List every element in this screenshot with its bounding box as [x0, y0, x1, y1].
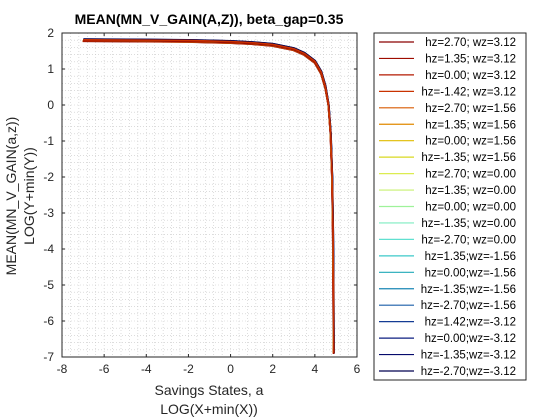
y-tick-label: -4 [43, 242, 54, 256]
plot-box [61, 32, 358, 358]
y-ticks: -7 -6 -5 -4 -3 -2 -1 0 1 2 [43, 26, 357, 364]
legend-entry: hz=1.35; wz=1.56 [425, 119, 516, 131]
x-tick-label: 2 [269, 362, 276, 376]
y-tick-label: 1 [47, 62, 54, 76]
x-tick-label: -8 [57, 362, 68, 376]
legend-entry: hz=1.35; wz=0.00 [425, 185, 516, 197]
legend-entry: hz=-1.35;wz=-1.56 [421, 284, 516, 296]
x-tick-label: 6 [354, 362, 361, 376]
legend-entry: hz=0.00;wz=-3.12 [425, 333, 516, 345]
legend-entry: hz=0.00; wz=0.00 [425, 202, 516, 214]
x-ticks: -8 -6 -4 -2 0 2 4 6 [57, 33, 361, 376]
legend: hz=2.70; wz=3.12 hz=1.35; wz=3.12 hz=0.00;… [373, 32, 527, 381]
legend-entry: hz=2.70; wz=1.56 [425, 103, 516, 115]
chart-title: MEAN(MN_V_GAIN(A,Z)), beta_gap=0.35 [75, 11, 344, 27]
legend-entry: hz=-2.70;wz=-1.56 [421, 300, 516, 312]
data-series [82, 38, 335, 354]
legend-entry: hz=-1.35;wz=-3.12 [421, 350, 516, 362]
y-tick-label: -6 [43, 314, 54, 328]
y-tick-label: -1 [43, 134, 54, 148]
legend-entry: hz=0.00; wz=1.56 [425, 136, 516, 148]
legend-entry: hz=-1.35; wz=0.00 [421, 218, 516, 230]
legend-entry: hz=-1.42; wz=3.12 [421, 86, 516, 98]
y-tick-label: -7 [43, 350, 54, 364]
legend-entry: hz=0.00;wz=-1.56 [425, 267, 516, 279]
y-tick-label: -3 [43, 206, 54, 220]
legend-entry: hz=0.00; wz=3.12 [425, 70, 516, 82]
x-tick-label: 4 [312, 362, 319, 376]
legend-entry: hz=2.70; wz=0.00 [425, 169, 516, 181]
x-tick-label: -6 [99, 362, 110, 376]
plot-area: -8 -6 -4 -2 0 2 4 6 -7 -6 -5 -4 -3 -2 -1 0 1 2 [43, 26, 360, 376]
legend-entry: hz=1.35;wz=-1.56 [425, 251, 516, 263]
x-axis-label-line2: LOG(X+min(X)) [160, 401, 258, 417]
x-tick-label: 0 [227, 362, 234, 376]
plot-background [62, 33, 357, 357]
y-tick-label: -2 [43, 170, 54, 184]
legend-entry: hz=-1.35; wz=1.56 [421, 152, 516, 164]
legend-entry: hz=1.35; wz=3.12 [425, 53, 516, 65]
y-tick-label: -5 [43, 278, 54, 292]
series-line-front [83, 38, 335, 353]
legend-entry: hz=1.42;wz=-3.12 [425, 317, 516, 329]
x-tick-label: -2 [183, 362, 194, 376]
y-tick-label: 0 [47, 98, 54, 112]
legend-entry: hz=2.70; wz=3.12 [425, 37, 516, 49]
y-axis-label-line1: MEAN(MN_V_GAIN(a,z)) [3, 117, 19, 276]
legend-entry: hz=-2.70;wz=-3.12 [421, 366, 516, 378]
y-axis-label-line2: LOG(Y+min(Y)) [21, 147, 37, 245]
legend-entry: hz=-2.70; wz=0.00 [421, 234, 516, 246]
x-axis-label-line1: Savings States, a [155, 382, 264, 398]
y-tick-label: 2 [47, 26, 54, 40]
x-tick-label: -4 [141, 362, 152, 376]
